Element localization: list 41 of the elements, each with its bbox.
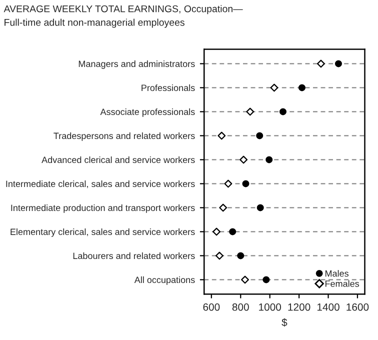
- point: [262, 276, 270, 284]
- x-tick-label: 600: [203, 303, 220, 311]
- point: [298, 84, 306, 92]
- y-tick-label: Professionals: [142, 84, 195, 92]
- x-tick-label: 1000: [259, 303, 282, 311]
- point: [242, 180, 250, 188]
- y-tick-label: Intermediate production and transport workers: [11, 204, 195, 213]
- x-tick-label: 1400: [317, 303, 340, 311]
- point: [229, 228, 236, 236]
- point: [279, 108, 286, 116]
- y-tick-label: Advanced clerical and service workers: [42, 156, 195, 164]
- point: [241, 276, 249, 284]
- x-tick-label: 1600: [346, 303, 369, 311]
- x-tick-label: 1200: [288, 303, 310, 311]
- point: [256, 204, 264, 212]
- text: Full-time adult non-managerial employees: [4, 18, 184, 28]
- text: AVERAGE WEEKLY TOTAL EARNINGS, Occupation—: [4, 5, 243, 14]
- y-tick-label: Associate professionals: [100, 108, 195, 117]
- point: [317, 60, 325, 68]
- legend-label: Males: [325, 270, 348, 277]
- legend-label: Females: [325, 280, 360, 287]
- point: [212, 228, 220, 236]
- point: [237, 252, 244, 260]
- y-tick-label: Tradespersons and related workers: [54, 132, 195, 141]
- x-axis-title: $: [282, 318, 288, 327]
- point: [240, 156, 248, 164]
- point: [215, 252, 224, 260]
- point: [246, 108, 254, 116]
- point: [218, 132, 226, 140]
- point: [334, 60, 342, 68]
- point: [256, 132, 264, 140]
- y-tick-label: Managers and administrators: [78, 60, 195, 69]
- x-tick-label: 800: [232, 303, 249, 311]
- y-tick-label: Elementary clerical, sales and service workers: [10, 228, 195, 237]
- point: [219, 204, 228, 212]
- point: [270, 84, 278, 92]
- y-tick-label: All occupations: [134, 276, 195, 285]
- y-tick-label: Intermediate clerical, sales and service workers: [6, 180, 195, 188]
- point: [224, 180, 232, 188]
- y-tick-label: Labourers and related workers: [73, 252, 195, 260]
- point: [266, 156, 273, 164]
